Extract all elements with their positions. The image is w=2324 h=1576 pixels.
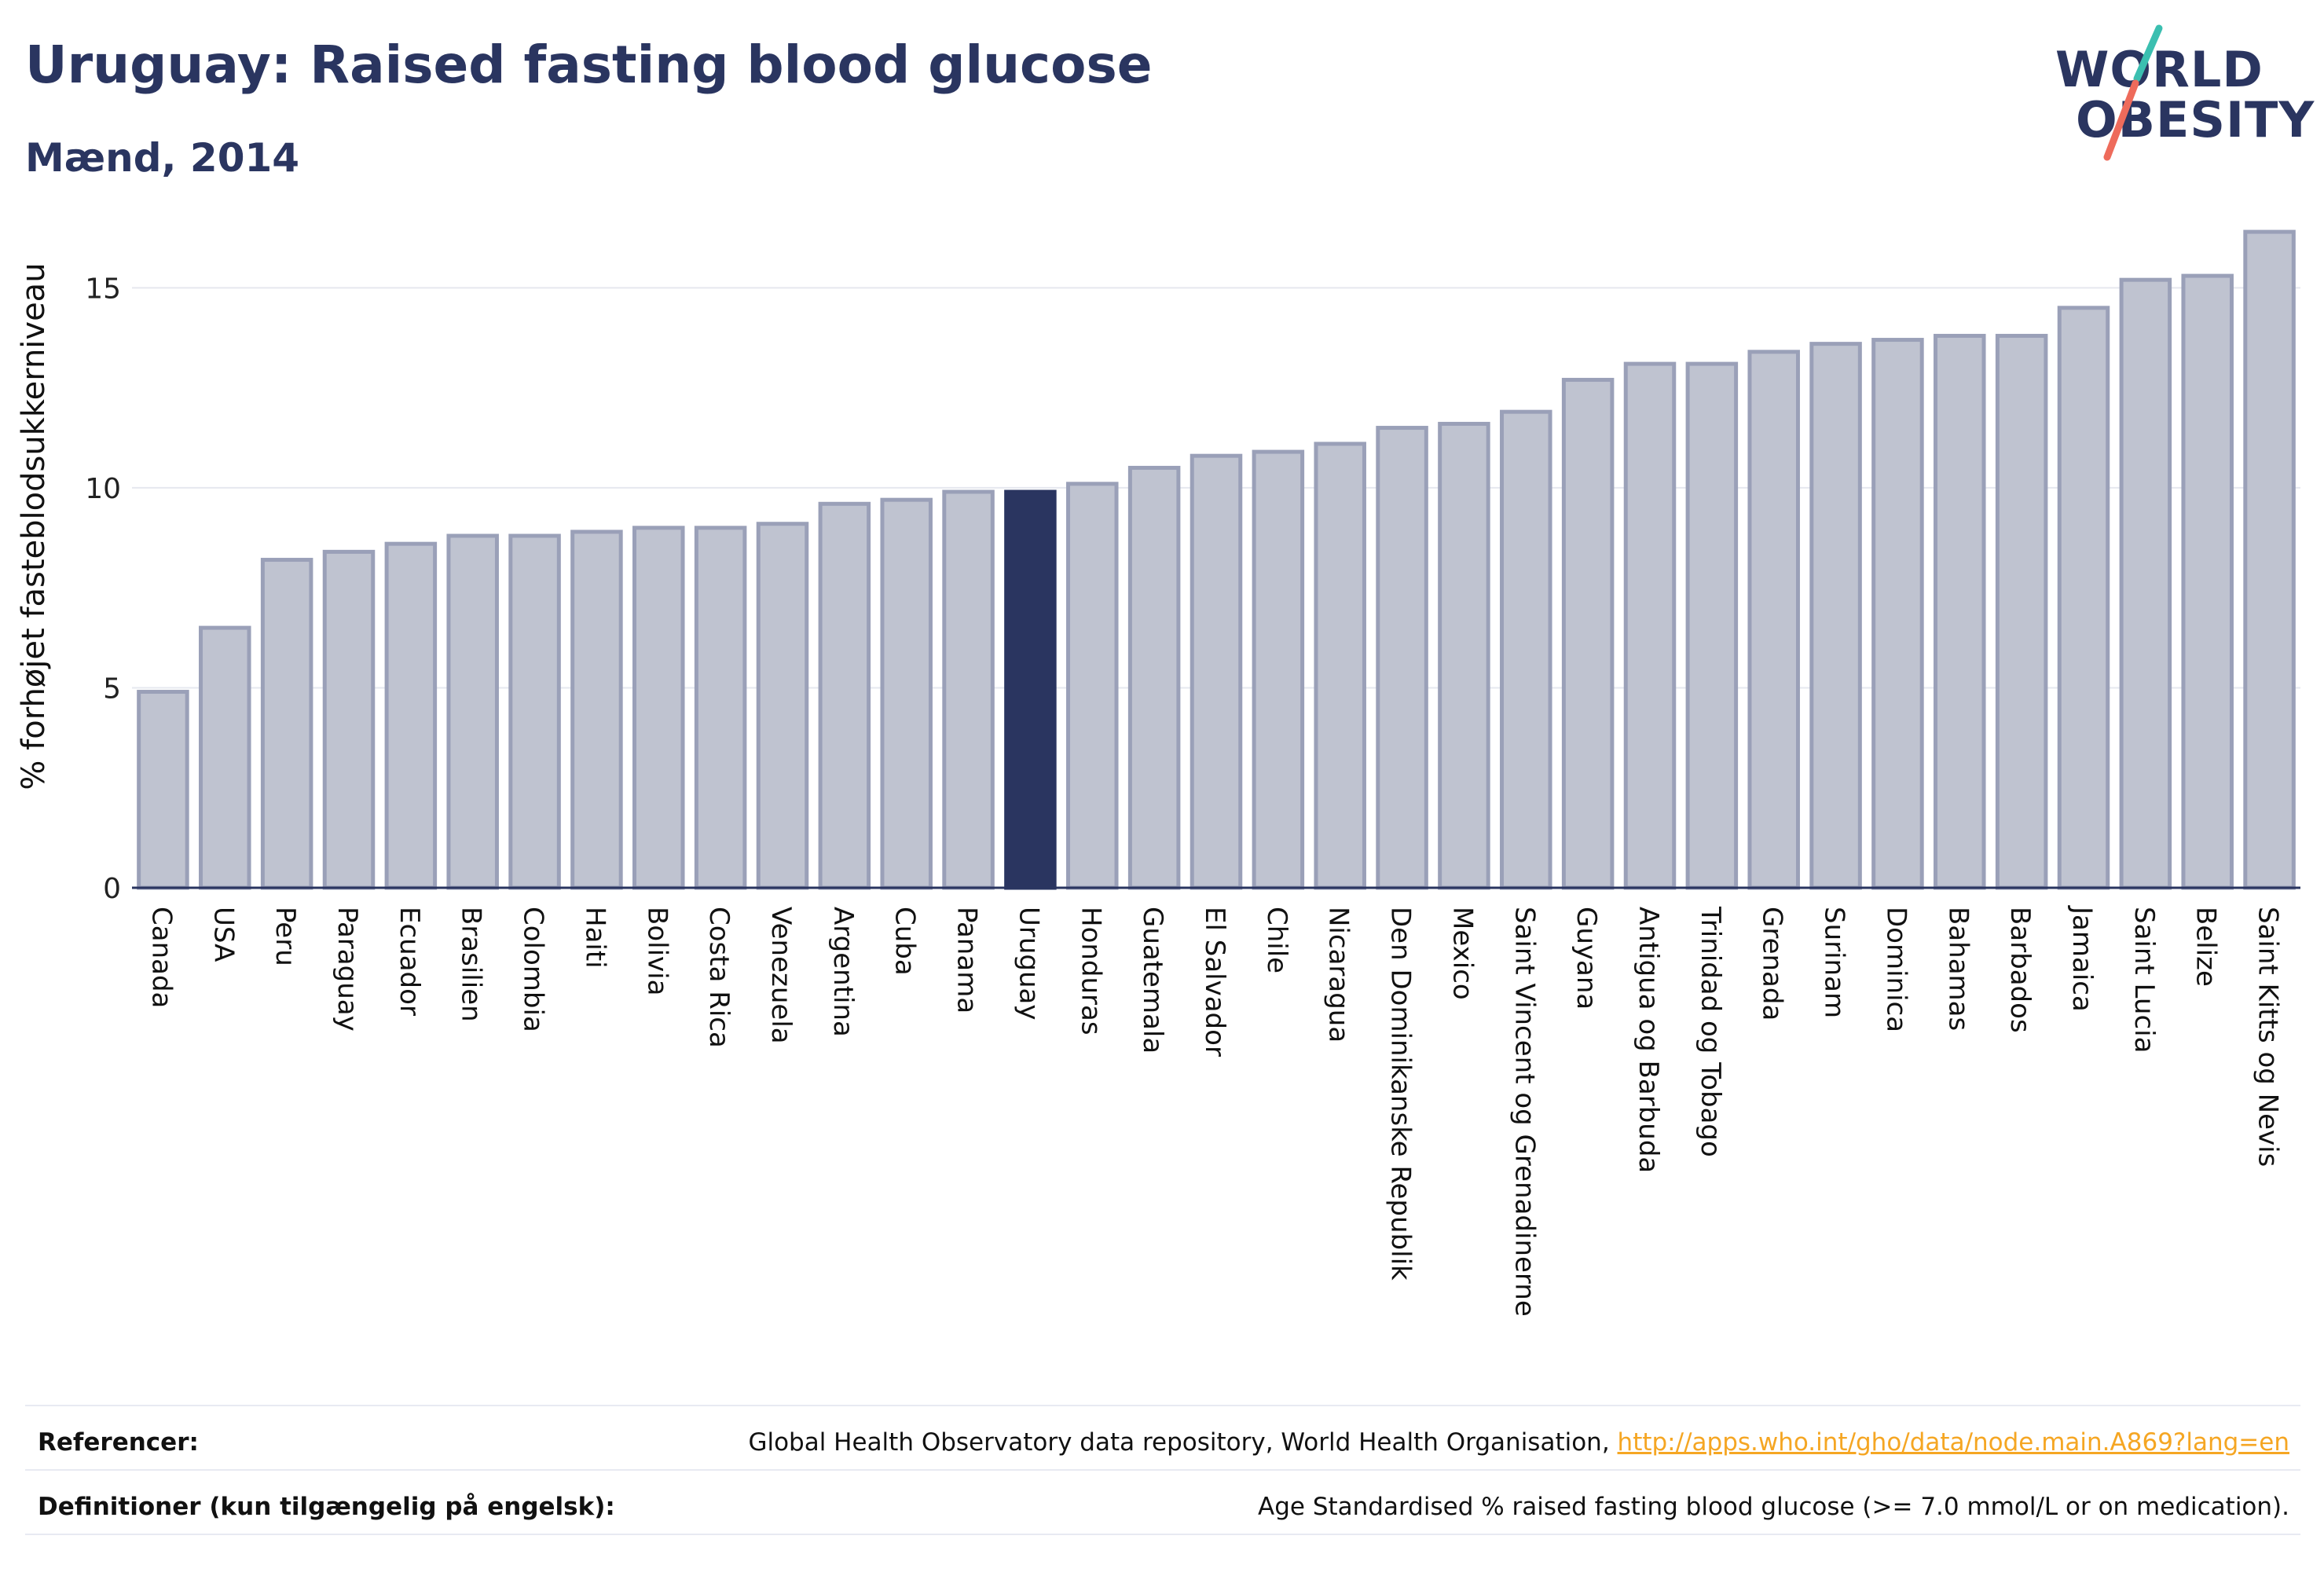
bar-antigua-og-barbuda (1623, 361, 1677, 890)
x-tick-label: Cuba (889, 907, 921, 976)
y-tick-label: 0 (103, 873, 121, 905)
x-tick-label: Barbados (2004, 907, 2036, 1033)
bar-jamaica (2057, 306, 2110, 890)
x-tick-label: Guyana (1571, 907, 1602, 1010)
x-tick-label: Bahamas (1942, 907, 1974, 1031)
logo-line-world: WORLD (2055, 41, 2264, 98)
x-tick-label: Panama (951, 907, 983, 1013)
x-tick-label: Belize (2190, 907, 2222, 987)
x-tick-label: Nicaragua (1323, 907, 1354, 1043)
x-tick-label: Uruguay (1013, 907, 1044, 1021)
bar-ecuador (384, 541, 438, 890)
x-tick-label: Mexico (1446, 907, 1478, 1000)
x-tick-label: Grenada (1757, 907, 1788, 1021)
bar-saint-lucia (2119, 277, 2172, 890)
bar-chile (1252, 449, 1305, 890)
x-tick-label: USA (207, 907, 239, 962)
y-axis-label: % forhøjet fasteblodsukkerniveau (16, 262, 52, 790)
x-tick-label: Saint Kitts og Nevis (2253, 907, 2284, 1167)
bar-grenada (1747, 350, 1800, 890)
x-tick-label: Colombia (518, 907, 549, 1032)
bar-barbados (1995, 333, 2048, 890)
bar-honduras (1066, 482, 1119, 890)
y-tick-label: 10 (85, 473, 121, 505)
bar-venezuela (756, 522, 809, 890)
y-tick-label: 5 (103, 673, 121, 705)
bar-trinidad-og-tobago (1685, 361, 1739, 890)
x-tick-label: Saint Vincent og Grenadinerne (1508, 907, 1540, 1317)
x-tick-label: Den Dominikanske Republik (1385, 907, 1417, 1281)
x-tick-label: Chile (1261, 907, 1292, 973)
definitions-value: Age Standardised % raised fasting blood … (1258, 1493, 2289, 1521)
x-tick-label: Bolivia (641, 907, 673, 995)
footer-divider-bottom (25, 1534, 2300, 1535)
bar-mexico (1438, 421, 1490, 890)
logo-slash-icon (2103, 24, 2163, 161)
bar-guyana (1561, 377, 1615, 890)
bar-saint-kitts-og-nevis (2243, 229, 2296, 890)
bar-el-salvador (1189, 453, 1243, 890)
bar-canada (137, 690, 189, 890)
bar-usa (199, 625, 251, 890)
bar-haiti (570, 530, 623, 890)
x-tick-label: Canada (145, 907, 177, 1008)
bar-argentina (818, 501, 871, 890)
chart-title: Uruguay: Raised fasting blood glucose (25, 35, 1153, 95)
x-tick-label: Trinidad og Tobago (1695, 906, 1726, 1157)
x-tick-label: Dominica (1880, 907, 1912, 1032)
x-tick-label: Costa Rica (703, 907, 735, 1048)
references-text: Global Health Observatory data repositor… (748, 1428, 1618, 1457)
bar-bolivia (632, 526, 685, 890)
bar-paraguay (322, 549, 376, 890)
bar-nicaragua (1314, 442, 1366, 890)
bar-peru (260, 558, 313, 890)
x-tick-label: Jamaica (2066, 905, 2098, 1012)
x-tick-label: Peru (269, 907, 301, 966)
chart-subtitle: Mænd, 2014 (25, 135, 300, 181)
x-tick-label: Surinam (1819, 907, 1850, 1018)
bar-belize (2181, 273, 2234, 890)
x-tick-label: Honduras (1075, 907, 1106, 1035)
x-tick-label: Argentina (827, 907, 859, 1037)
x-tick-label: Antigua og Barbuda (1633, 907, 1664, 1173)
bar-cuba (880, 497, 933, 890)
x-tick-label: Saint Lucia (2128, 907, 2160, 1053)
x-tick-label: El Salvador (1199, 907, 1230, 1057)
y-tick-label: 15 (85, 273, 121, 305)
x-tick-label: Guatemala (1137, 907, 1168, 1054)
bar-costa-rica (694, 526, 747, 890)
bar-bahamas (1934, 333, 1986, 890)
footer-divider-top (25, 1405, 2300, 1406)
bar-uruguay (1004, 489, 1057, 890)
bar-dominica (1871, 338, 1924, 890)
bar-chart: 0 5 10 15 Canada USA Peru Paraguay Ecuador Brasil… (85, 229, 2300, 1317)
x-tick-label: Haiti (579, 907, 610, 969)
bar-brasilien (446, 533, 499, 890)
bar-saint-vincent-og-grenadinerne (1500, 409, 1552, 890)
definitions-label: Definitioner (kun tilgængelig på engelsk… (38, 1493, 615, 1521)
x-tick-label: Ecuador (394, 907, 425, 1016)
x-tick-label: Brasilien (456, 907, 487, 1022)
references-link[interactable]: http://apps.who.int/gho/data/node.main.A… (1617, 1428, 2289, 1457)
references-label: Referencer: (38, 1428, 199, 1457)
world-obesity-logo: WORLD OBESITY (2051, 24, 2314, 165)
bar-guatemala (1127, 465, 1181, 890)
footer-divider-middle (25, 1469, 2300, 1471)
x-tick-label: Paraguay (332, 907, 363, 1032)
bar-colombia (508, 533, 561, 890)
bar-panama (942, 489, 995, 890)
references-value: Global Health Observatory data repositor… (748, 1428, 2289, 1457)
bar-den-dominikanske-republik (1376, 426, 1428, 890)
bar-surinam (1809, 342, 1862, 890)
x-tick-label: Venezuela (765, 907, 797, 1044)
